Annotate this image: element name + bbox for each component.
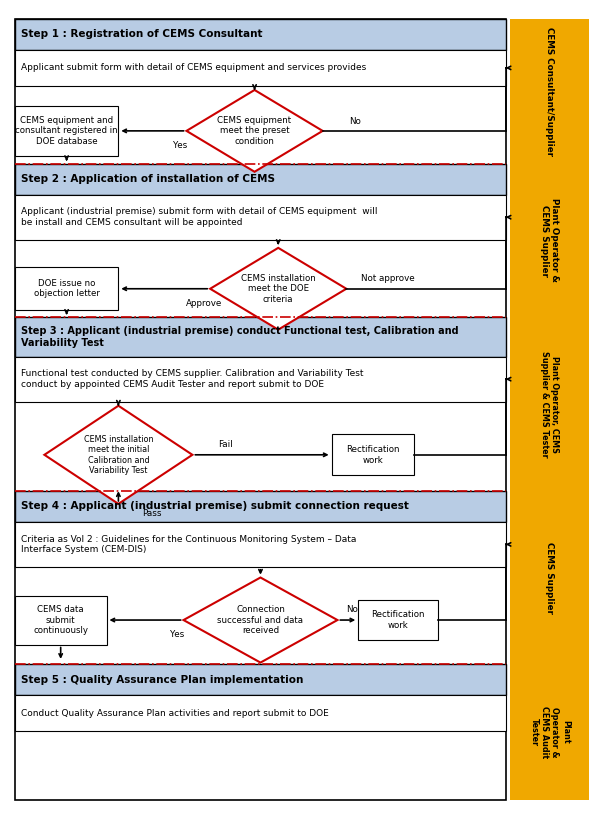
Text: CEMS equipment
meet the preset
condition: CEMS equipment meet the preset condition	[217, 116, 292, 146]
Text: Step 5 : Quality Assurance Plan implementation: Step 5 : Quality Assurance Plan implemen…	[21, 675, 303, 685]
Text: Criteria as Vol 2 : Guidelines for the Continuous Monitoring System – Data
Inter: Criteria as Vol 2 : Guidelines for the C…	[21, 535, 356, 554]
Text: Yes: Yes	[173, 141, 188, 151]
Text: Step 1 : Registration of CEMS Consultant: Step 1 : Registration of CEMS Consultant	[21, 29, 262, 39]
Text: Plant Operator &
CEMS Supplier: Plant Operator & CEMS Supplier	[540, 199, 559, 282]
Bar	[510, 664, 589, 800]
Text: Connection
successful and data
received: Connection successful and data received	[217, 605, 304, 635]
Bar	[15, 195, 506, 240]
Text: Step 4 : Applicant (industrial premise) submit connection request: Step 4 : Applicant (industrial premise) …	[21, 501, 408, 511]
Bar	[15, 317, 506, 357]
Text: Functional test conducted by CEMS supplier. Calibration and Variability Test
con: Functional test conducted by CEMS suppli…	[21, 370, 363, 389]
Text: Rectification
work: Rectification work	[346, 445, 400, 465]
Bar	[15, 357, 506, 402]
Polygon shape	[186, 90, 323, 172]
Text: Plant
Operator &
CEMS Audit
Tester: Plant Operator & CEMS Audit Tester	[530, 706, 570, 758]
Text: CEMS installation
meet the DOE
criteria: CEMS installation meet the DOE criteria	[241, 274, 316, 303]
Text: DOE issue no
objection letter: DOE issue no objection letter	[34, 279, 99, 299]
Text: CEMS installation
meet the initial
Calibration and
Variability Test: CEMS installation meet the initial Calib…	[83, 434, 153, 475]
Bar	[15, 106, 118, 156]
Text: No: No	[349, 116, 361, 126]
Text: CEMS equipment and
consultant registered in
DOE database: CEMS equipment and consultant registered…	[15, 116, 118, 146]
Bar	[510, 164, 589, 317]
Text: No: No	[346, 605, 358, 614]
Bar	[15, 596, 107, 645]
Polygon shape	[44, 406, 192, 504]
Bar	[510, 491, 589, 664]
Polygon shape	[210, 248, 346, 330]
Text: Approve: Approve	[186, 299, 223, 308]
Text: Step 2 : Application of installation of CEMS: Step 2 : Application of installation of …	[21, 174, 275, 184]
Bar	[15, 50, 506, 86]
Text: CEMS data
submit
continuously: CEMS data submit continuously	[33, 605, 88, 635]
Text: Step 3 : Applicant (industrial premise) conduct Functional test, Calibration and: Step 3 : Applicant (industrial premise) …	[21, 326, 458, 348]
Bar	[15, 19, 506, 50]
Bar	[15, 19, 506, 800]
Text: Not approve: Not approve	[361, 273, 414, 283]
Bar	[510, 19, 589, 164]
Bar	[358, 600, 438, 640]
Bar	[15, 164, 506, 195]
Text: CEMS Supplier: CEMS Supplier	[545, 542, 554, 614]
Text: Rectification
work: Rectification work	[371, 610, 425, 630]
Text: Applicant (industrial premise) submit form with detail of CEMS equipment  will
b: Applicant (industrial premise) submit fo…	[21, 208, 377, 227]
Text: CEMS Consultant/Supplier: CEMS Consultant/Supplier	[545, 27, 554, 155]
Text: Yes: Yes	[170, 630, 185, 640]
Bar	[510, 317, 589, 491]
Bar	[15, 267, 118, 310]
Bar	[15, 491, 506, 522]
Bar	[332, 434, 414, 475]
Text: Fail: Fail	[218, 439, 232, 449]
Text: Plant Operator, CEMS
Supplier & CEMS Tester: Plant Operator, CEMS Supplier & CEMS Tes…	[540, 351, 559, 457]
Text: Applicant submit form with detail of CEMS equipment and services provides: Applicant submit form with detail of CEM…	[21, 63, 366, 73]
Bar	[15, 695, 506, 731]
Text: Pass: Pass	[142, 509, 162, 519]
Text: Conduct Quality Assurance Plan activities and report submit to DOE: Conduct Quality Assurance Plan activitie…	[21, 708, 329, 718]
Polygon shape	[184, 578, 337, 663]
Bar	[15, 664, 506, 695]
Bar	[15, 522, 506, 567]
